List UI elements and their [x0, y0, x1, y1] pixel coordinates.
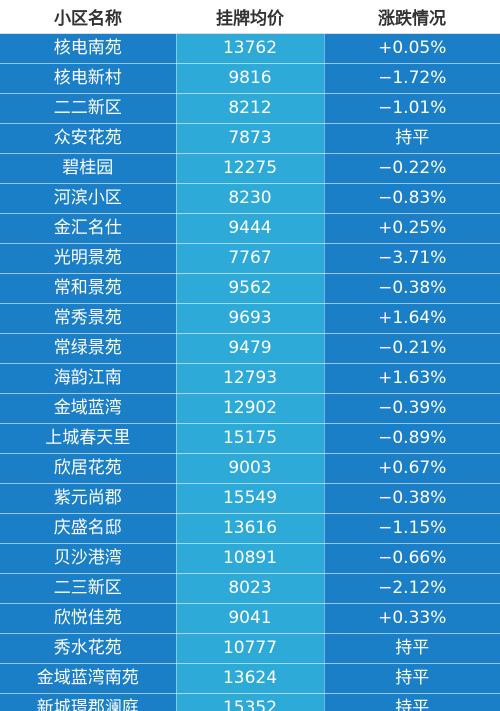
table-row: 新城璟郡澜庭 15352 持平 [0, 693, 500, 711]
price-change-cell: −0.22% [324, 153, 500, 184]
listing-price-cell: 15175 [176, 423, 325, 454]
table-row: 众安花苑 7873 持平 [0, 123, 500, 154]
listing-price-cell: 13616 [176, 513, 325, 544]
listing-price-cell: 8230 [176, 183, 325, 214]
table-row: 常和景苑 9562 −0.38% [0, 273, 500, 304]
table-row: 光明景苑 7767 −3.71% [0, 243, 500, 274]
table-row: 碧桂园 12275 −0.22% [0, 153, 500, 184]
listing-price-cell: 10891 [176, 543, 325, 574]
table-row: 金汇名仕 9444 +0.25% [0, 213, 500, 244]
listing-price-cell: 9041 [176, 603, 325, 634]
community-name-cell: 二三新区 [0, 573, 177, 604]
price-change-cell: 持平 [324, 633, 500, 664]
table-header-row: 小区名称 挂牌均价 涨跌情况 [0, 0, 500, 34]
community-name-cell: 常和景苑 [0, 273, 177, 304]
community-name-cell: 欣居花苑 [0, 453, 177, 484]
listing-price-cell: 9693 [176, 303, 325, 334]
table-row: 常绿景苑 9479 −0.21% [0, 333, 500, 364]
price-change-cell: −2.12% [324, 573, 500, 604]
price-change-cell: −0.83% [324, 183, 500, 214]
table-row: 核电南苑 13762 +0.05% [0, 33, 500, 64]
header-change: 涨跌情况 [324, 0, 500, 34]
community-name-cell: 碧桂园 [0, 153, 177, 184]
listing-price-cell: 13762 [176, 33, 325, 64]
listing-price-cell: 9816 [176, 63, 325, 94]
price-change-cell: 持平 [324, 123, 500, 154]
price-change-cell: 持平 [324, 663, 500, 694]
community-name-cell: 金汇名仕 [0, 213, 177, 244]
listing-price-cell: 9562 [176, 273, 325, 304]
price-change-cell: +1.63% [324, 363, 500, 394]
price-change-cell: −1.72% [324, 63, 500, 94]
listing-price-cell: 10777 [176, 633, 325, 664]
price-change-cell: +0.05% [324, 33, 500, 64]
community-name-cell: 贝沙港湾 [0, 543, 177, 574]
table-row: 金域蓝湾 12902 −0.39% [0, 393, 500, 424]
table-row: 金域蓝湾南苑 13624 持平 [0, 663, 500, 694]
table-row: 二三新区 8023 −2.12% [0, 573, 500, 604]
listing-price-cell: 7873 [176, 123, 325, 154]
community-name-cell: 众安花苑 [0, 123, 177, 154]
listing-price-cell: 8023 [176, 573, 325, 604]
price-change-cell: +0.25% [324, 213, 500, 244]
table-body: 核电南苑 13762 +0.05% 核电新村 9816 −1.72% 二二新区 8212 −1.… [0, 33, 500, 711]
community-name-cell: 庆盛名邸 [0, 513, 177, 544]
listing-price-cell: 8212 [176, 93, 325, 124]
price-change-cell: −0.89% [324, 423, 500, 454]
community-name-cell: 金域蓝湾 [0, 393, 177, 424]
community-name-cell: 欣悦佳苑 [0, 603, 177, 634]
price-change-cell: −0.66% [324, 543, 500, 574]
table-row: 海韵江南 12793 +1.63% [0, 363, 500, 394]
price-change-cell: 持平 [324, 693, 500, 711]
table-row: 紫元尚郡 15549 −0.38% [0, 483, 500, 514]
table-row: 河滨小区 8230 −0.83% [0, 183, 500, 214]
listing-price-cell: 13624 [176, 663, 325, 694]
community-name-cell: 上城春天里 [0, 423, 177, 454]
price-change-cell: −0.38% [324, 273, 500, 304]
price-change-cell: −0.38% [324, 483, 500, 514]
table-row: 欣居花苑 9003 +0.67% [0, 453, 500, 484]
community-name-cell: 二二新区 [0, 93, 177, 124]
listing-price-cell: 9003 [176, 453, 325, 484]
community-name-cell: 紫元尚郡 [0, 483, 177, 514]
community-name-cell: 核电南苑 [0, 33, 177, 64]
price-change-cell: −0.39% [324, 393, 500, 424]
price-change-cell: −3.71% [324, 243, 500, 274]
listing-price-cell: 9479 [176, 333, 325, 364]
table-row: 二二新区 8212 −1.01% [0, 93, 500, 124]
community-name-cell: 海韵江南 [0, 363, 177, 394]
community-name-cell: 金域蓝湾南苑 [0, 663, 177, 694]
header-listing-price: 挂牌均价 [176, 0, 324, 34]
table-row: 贝沙港湾 10891 −0.66% [0, 543, 500, 574]
community-name-cell: 常绿景苑 [0, 333, 177, 364]
listing-price-cell: 7767 [176, 243, 325, 274]
community-name-cell: 秀水花苑 [0, 633, 177, 664]
community-name-cell: 河滨小区 [0, 183, 177, 214]
table-row: 常秀景苑 9693 +1.64% [0, 303, 500, 334]
price-change-cell: −1.15% [324, 513, 500, 544]
price-change-cell: +0.67% [324, 453, 500, 484]
table-row: 秀水花苑 10777 持平 [0, 633, 500, 664]
listing-price-cell: 12902 [176, 393, 325, 424]
community-name-cell: 核电新村 [0, 63, 177, 94]
listing-price-cell: 15549 [176, 483, 325, 514]
community-name-cell: 新城璟郡澜庭 [0, 693, 177, 711]
price-change-cell: −1.01% [324, 93, 500, 124]
listing-price-cell: 9444 [176, 213, 325, 244]
price-change-cell: +0.33% [324, 603, 500, 634]
community-name-cell: 光明景苑 [0, 243, 177, 274]
listing-price-cell: 12275 [176, 153, 325, 184]
table-row: 核电新村 9816 −1.72% [0, 63, 500, 94]
table-row: 上城春天里 15175 −0.89% [0, 423, 500, 454]
table-row: 欣悦佳苑 9041 +0.33% [0, 603, 500, 634]
price-change-cell: +1.64% [324, 303, 500, 334]
listing-price-cell: 12793 [176, 363, 325, 394]
community-name-cell: 常秀景苑 [0, 303, 177, 334]
price-change-cell: −0.21% [324, 333, 500, 364]
table-row: 庆盛名邸 13616 −1.15% [0, 513, 500, 544]
header-community-name: 小区名称 [0, 0, 176, 34]
listing-price-cell: 15352 [176, 693, 325, 711]
